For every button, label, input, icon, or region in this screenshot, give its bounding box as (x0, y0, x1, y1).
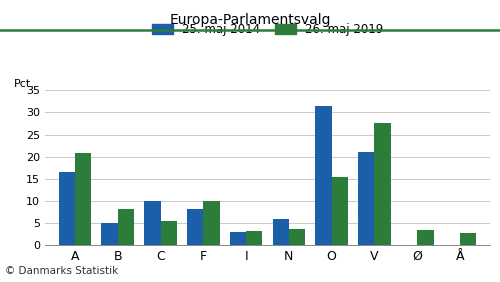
Bar (102, 223, 117, 245)
Bar (332, 177, 348, 245)
Bar (460, 233, 476, 245)
Bar (246, 231, 262, 245)
Bar (316, 106, 332, 245)
Bar (358, 152, 374, 245)
Legend: 25. maj 2014, 26. maj 2019: 25. maj 2014, 26. maj 2019 (152, 23, 384, 36)
Bar (272, 219, 289, 245)
Bar (75, 153, 91, 245)
Bar (418, 230, 434, 245)
Bar (204, 201, 220, 245)
Bar (374, 123, 390, 245)
Bar (187, 210, 204, 245)
Bar (144, 201, 160, 245)
Bar (289, 229, 305, 245)
Text: Pct.: Pct. (14, 79, 34, 89)
Text: © Danmarks Statistik: © Danmarks Statistik (5, 266, 118, 276)
Text: Europa-Parlamentsvalg: Europa-Parlamentsvalg (169, 13, 331, 27)
Bar (118, 209, 134, 245)
Bar (230, 232, 246, 245)
Bar (58, 172, 75, 245)
Bar (160, 221, 177, 245)
